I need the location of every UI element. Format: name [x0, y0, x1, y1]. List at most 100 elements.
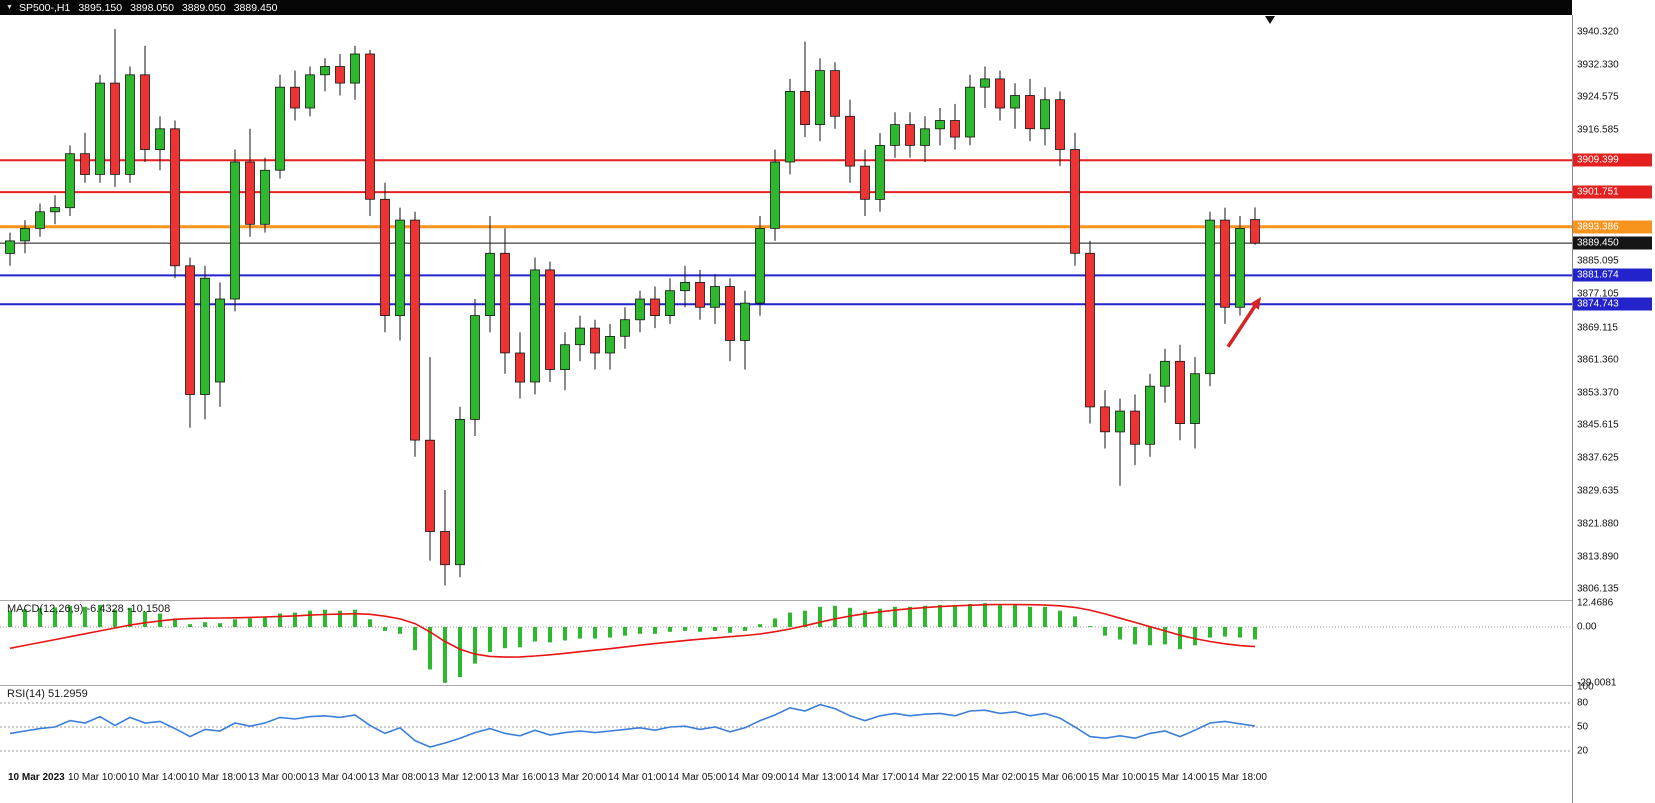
bear-candle: [515, 352, 525, 383]
macd-histogram-bar: [863, 610, 867, 628]
macd-histogram-bar: [1088, 626, 1092, 628]
rsi-axis-tick: 100: [1577, 681, 1594, 693]
price-axis-tick: 3806.135: [1577, 583, 1619, 595]
macd-histogram-bar: [128, 607, 132, 628]
price-axis[interactable]: 3940.320 3932.330 3924.575 3916.585 3885.095…: [1572, 15, 1655, 803]
time-axis-label: 15 Mar 06:00: [1028, 772, 1087, 783]
bull-candle: [395, 219, 405, 317]
time-axis-label: 15 Mar 02:00: [968, 772, 1027, 783]
macd-histogram-bar: [1253, 627, 1257, 640]
price-chart-pane[interactable]: [0, 15, 1572, 600]
time-axis-label: 13 Mar 20:00: [548, 772, 607, 783]
time-axis-label: 15 Mar 14:00: [1148, 772, 1207, 783]
bull-candle: [485, 252, 495, 317]
bull-candle: [665, 290, 675, 317]
price-level-label: 3893.386: [1573, 220, 1652, 234]
bear-candle: [1100, 406, 1110, 433]
macd-histogram-bar: [923, 605, 927, 627]
bear-candle: [380, 198, 390, 317]
macd-histogram-bar: [563, 627, 567, 641]
macd-histogram-bar: [323, 609, 327, 628]
macd-histogram-bar: [278, 613, 282, 627]
macd-histogram-bar: [353, 609, 357, 628]
macd-histogram-bar: [1118, 627, 1122, 640]
bull-candle: [1160, 360, 1170, 387]
bear-candle: [365, 53, 375, 200]
chart-shift-marker[interactable]: [1265, 16, 1275, 24]
macd-histogram-bar: [803, 610, 807, 628]
rsi-axis-tick: 50: [1577, 721, 1589, 733]
time-axis[interactable]: 10 Mar 2023 10 Mar 10:00 10 Mar 14:00 10 Ma…: [0, 768, 1572, 803]
time-axis-label: 15 Mar 18:00: [1208, 772, 1267, 783]
bear-candle: [290, 86, 300, 109]
macd-histogram-bar: [38, 608, 42, 627]
macd-signal-value: -10.1508: [126, 603, 171, 615]
ohlc-low-value: 3889.050: [181, 1, 226, 14]
price-axis-tick: 3813.890: [1577, 551, 1619, 563]
macd-histogram-bar: [263, 616, 267, 627]
bull-candle: [455, 418, 465, 566]
bull-candle: [155, 128, 165, 151]
time-axis-label: 13 Mar 08:00: [368, 772, 427, 783]
price-axis-tick: 3861.360: [1577, 354, 1619, 366]
bear-candle: [1130, 410, 1140, 445]
bear-candle: [110, 82, 120, 175]
time-axis-label: 14 Mar 13:00: [788, 772, 847, 783]
bull-candle: [65, 153, 75, 209]
macd-histogram-bar: [713, 627, 717, 631]
macd-histogram-bar: [833, 605, 837, 627]
arrow-shaft: [1226, 301, 1259, 348]
bull-candle: [350, 53, 360, 84]
macd-histogram-bar: [1238, 627, 1242, 638]
macd-histogram-bar: [593, 627, 597, 639]
bull-candle: [815, 70, 825, 125]
macd-panel[interactable]: [0, 601, 1572, 685]
price-level-label: 3874.743: [1573, 297, 1652, 311]
price-axis-tick: 3821.880: [1577, 518, 1619, 530]
bull-candle: [620, 319, 630, 337]
symbol-period-label: SP500-,H1: [18, 1, 71, 14]
bear-candle: [725, 286, 735, 341]
price-level-label: 3889.450: [1573, 236, 1652, 250]
macd-histogram-bar: [683, 627, 687, 631]
bear-candle: [695, 281, 705, 308]
macd-histogram-bar: [113, 609, 117, 628]
trend-arrow-annotation[interactable]: [1226, 296, 1261, 348]
bull-candle: [1115, 410, 1125, 433]
time-axis-label: 14 Mar 22:00: [908, 772, 967, 783]
bear-candle: [845, 115, 855, 167]
symbol-dropdown-icon[interactable]: ▼: [6, 4, 13, 11]
time-axis-label: 14 Mar 05:00: [668, 772, 727, 783]
macd-histogram-bar: [1163, 627, 1167, 645]
bear-candle: [950, 120, 960, 138]
time-axis-label: 14 Mar 09:00: [728, 772, 787, 783]
bear-candle: [245, 161, 255, 225]
bull-candle: [200, 277, 210, 395]
panel-splitter-macd[interactable]: [0, 600, 1655, 601]
macd-histogram-bar: [1133, 627, 1137, 645]
panel-splitter-rsi[interactable]: [0, 685, 1655, 686]
macd-histogram-bar: [1193, 627, 1197, 646]
price-axis-tick: 3877.105: [1577, 288, 1619, 300]
price-axis-tick: 3932.330: [1577, 59, 1619, 71]
bear-candle: [1220, 219, 1230, 308]
macd-histogram-bar: [1208, 627, 1212, 638]
bull-candle: [575, 327, 585, 346]
bull-candle: [320, 66, 330, 76]
bull-candle: [965, 86, 975, 138]
bear-candle: [1175, 360, 1185, 424]
rsi-panel[interactable]: [0, 686, 1572, 768]
bull-candle: [755, 227, 765, 304]
macd-histogram-bar: [368, 619, 372, 627]
time-axis-label: 10 Mar 10:00: [68, 772, 127, 783]
macd-histogram-bar: [743, 627, 747, 631]
bull-candle: [740, 302, 750, 341]
macd-histogram-bar: [548, 627, 552, 643]
rsi-indicator-label: RSI(14) 51.2959: [7, 688, 88, 700]
macd-histogram-bar: [1028, 606, 1032, 628]
macd-histogram-bar: [983, 603, 987, 627]
macd-histogram-bar: [293, 612, 297, 628]
macd-main-value: -6.4328: [86, 603, 124, 615]
macd-histogram-bar: [998, 604, 1002, 628]
macd-histogram-bar: [758, 624, 762, 628]
